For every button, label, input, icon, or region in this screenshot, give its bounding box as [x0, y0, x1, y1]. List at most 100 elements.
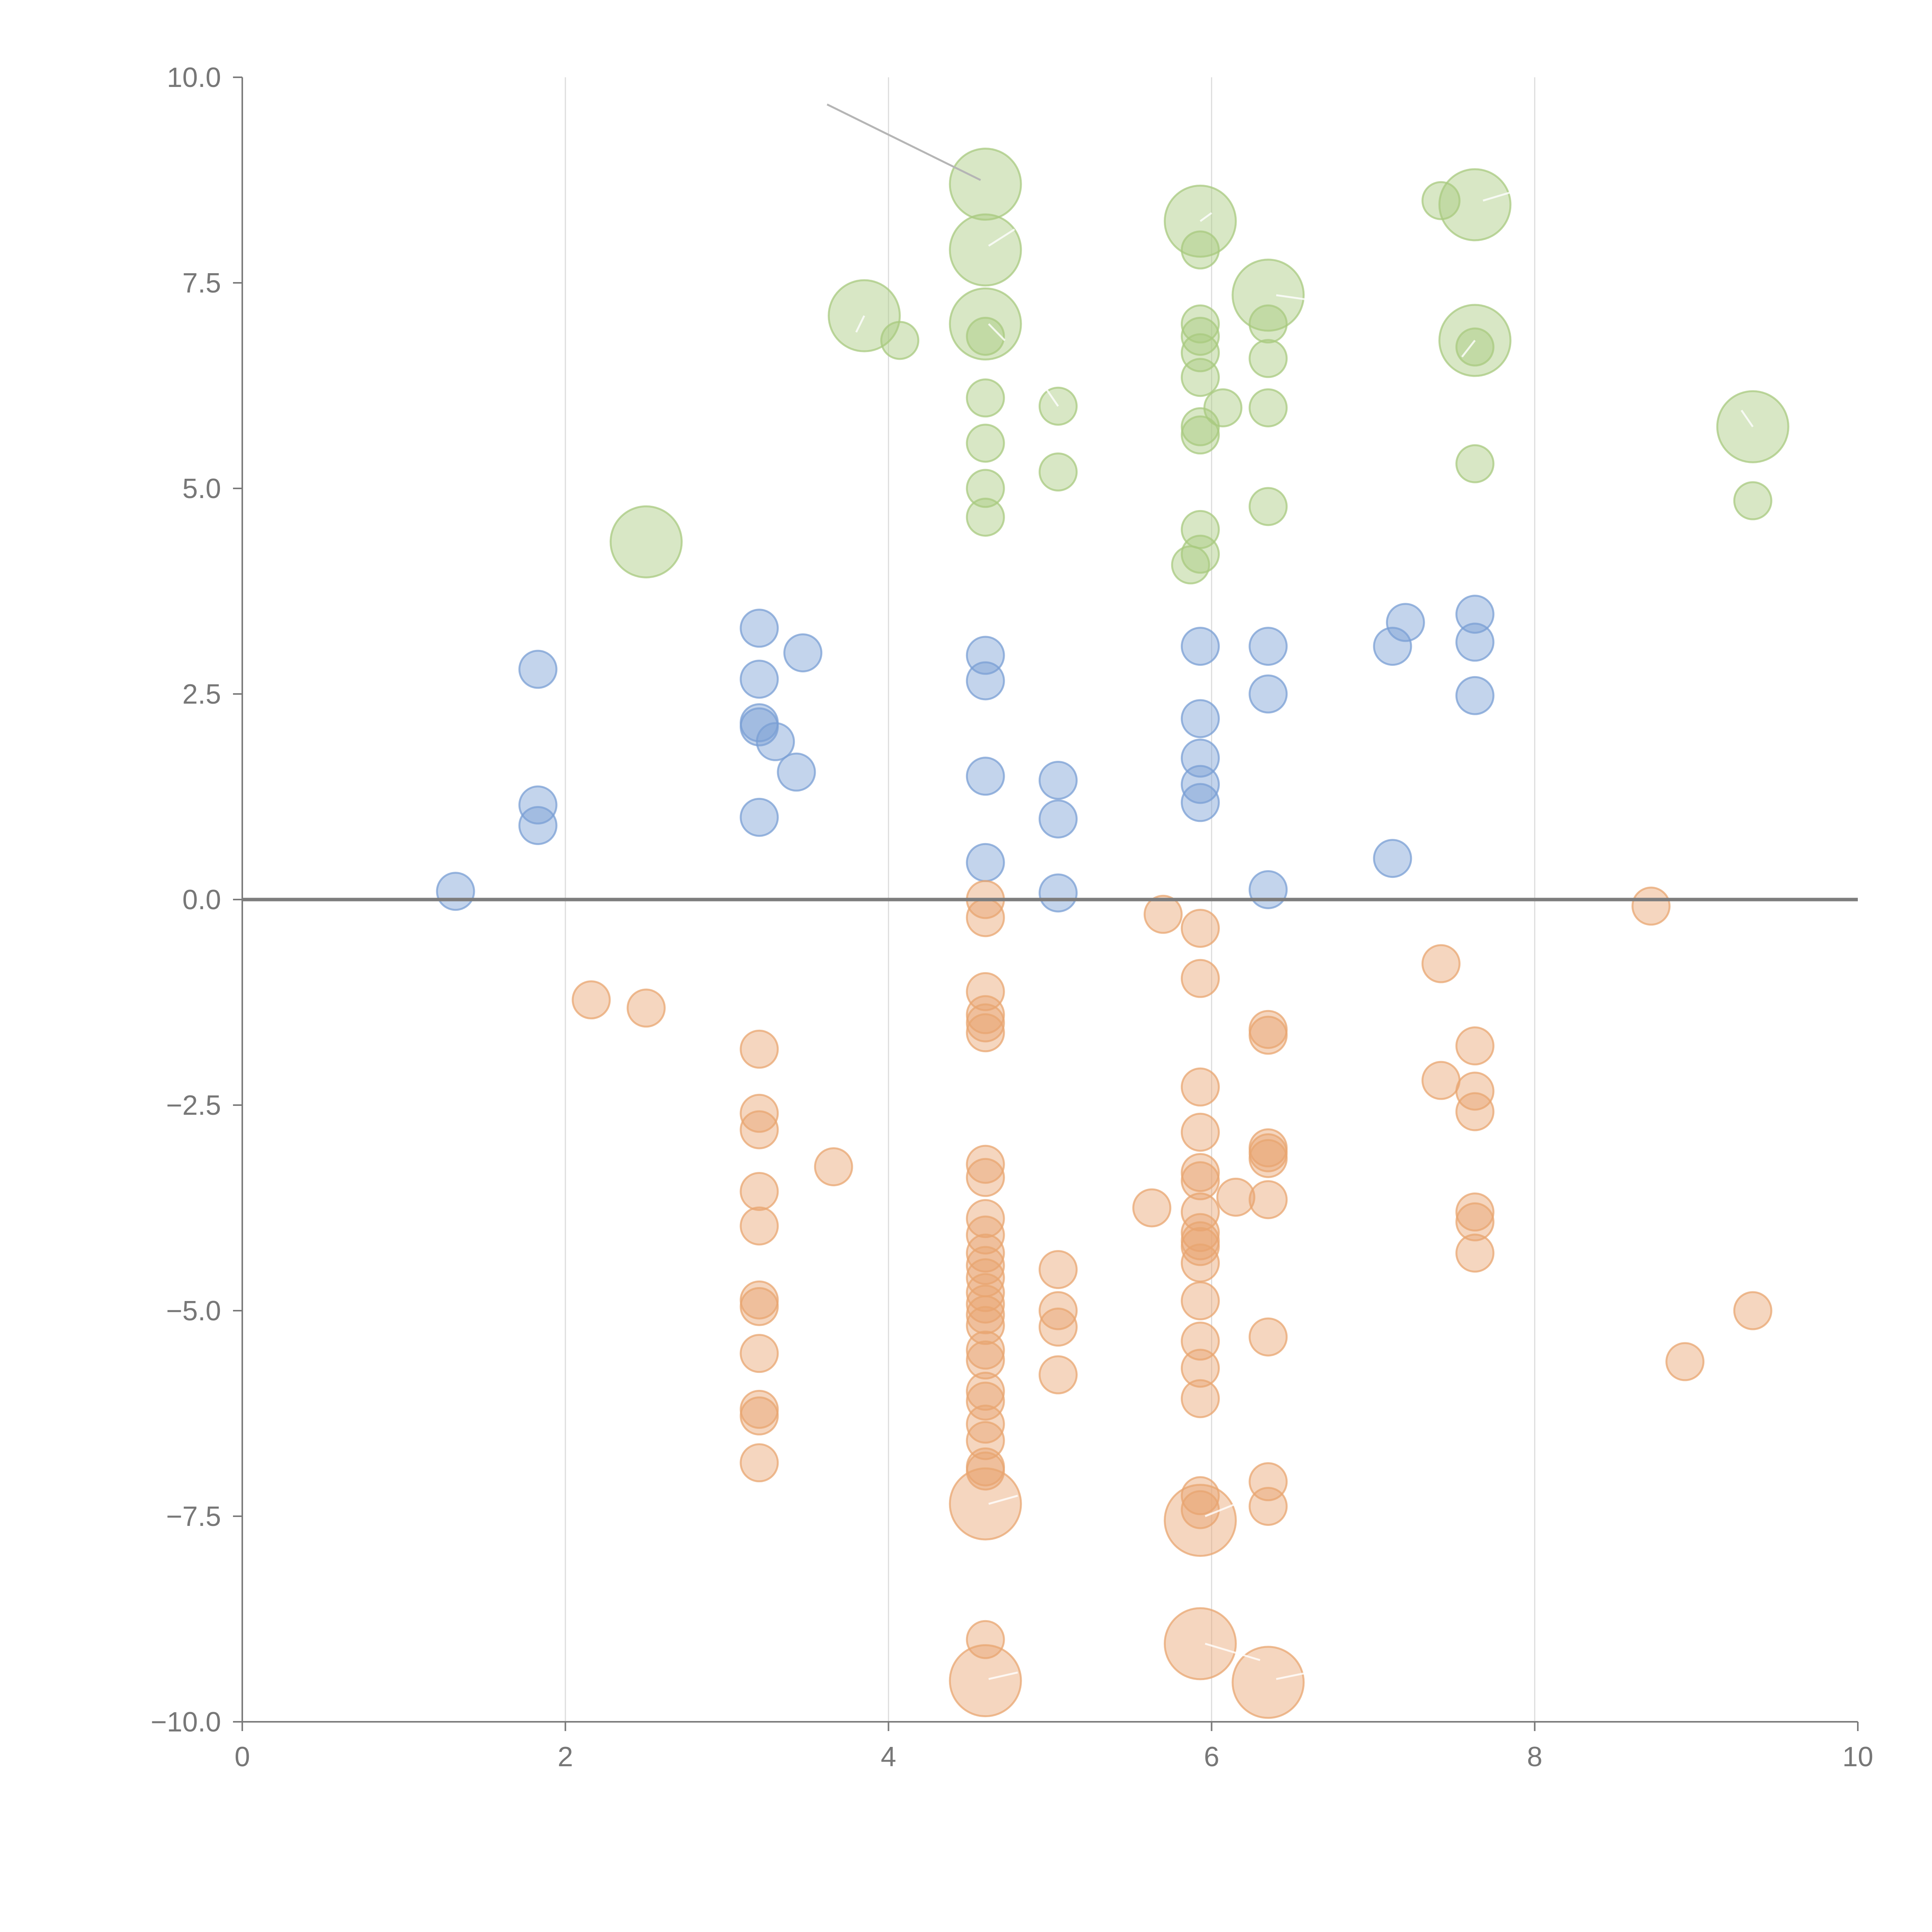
bubble-high[interactable]: [1231, 259, 1305, 332]
bubble-negative[interactable]: [740, 1396, 779, 1435]
bubble-mid[interactable]: [518, 650, 558, 689]
bubble-negative[interactable]: [814, 1147, 853, 1187]
bubble-negative[interactable]: [1163, 1484, 1237, 1557]
bubble-high[interactable]: [1171, 545, 1210, 585]
bubble-high[interactable]: [1180, 358, 1220, 397]
bubble-mid[interactable]: [1455, 595, 1495, 634]
bubble-mid[interactable]: [1038, 873, 1078, 913]
bubble-mid[interactable]: [518, 806, 558, 845]
bubble-negative[interactable]: [966, 1246, 1005, 1285]
bubble-negative[interactable]: [966, 1273, 1005, 1312]
bubble-mid[interactable]: [1180, 783, 1220, 822]
bubble-negative[interactable]: [1163, 1607, 1237, 1680]
bubble-high[interactable]: [1248, 304, 1288, 344]
bubble-mid[interactable]: [1248, 674, 1288, 714]
bubble-negative[interactable]: [1180, 1490, 1220, 1529]
bubble-negative[interactable]: [740, 1094, 779, 1133]
bubble-mid[interactable]: [740, 660, 779, 699]
bubble-mid[interactable]: [1180, 627, 1220, 666]
bubble-negative[interactable]: [1038, 1308, 1078, 1347]
bubble-negative[interactable]: [966, 1381, 1005, 1421]
bubble-mid[interactable]: [1373, 839, 1412, 878]
bubble-high[interactable]: [1180, 230, 1220, 270]
bubble-negative[interactable]: [1455, 1192, 1495, 1232]
bubble-negative[interactable]: [1038, 1291, 1078, 1330]
bubble-high[interactable]: [880, 321, 920, 360]
bubble-negative[interactable]: [571, 980, 611, 1020]
bubble-negative[interactable]: [740, 1443, 779, 1483]
bubble-negative[interactable]: [966, 1284, 1005, 1324]
bubble-negative[interactable]: [1421, 944, 1461, 983]
bubble-negative[interactable]: [1216, 1177, 1255, 1217]
bubble-negative[interactable]: [1180, 1349, 1220, 1388]
bubble-negative[interactable]: [966, 1199, 1005, 1238]
bubble-negative[interactable]: [1248, 1486, 1288, 1526]
bubble-negative[interactable]: [1455, 1233, 1495, 1273]
bubble-negative[interactable]: [740, 1206, 779, 1246]
bubble-mid[interactable]: [1373, 627, 1412, 666]
bubble-negative[interactable]: [966, 1451, 1005, 1491]
bubble-negative[interactable]: [1455, 1071, 1495, 1111]
bubble-negative[interactable]: [1421, 1061, 1461, 1100]
bubble-negative[interactable]: [1180, 1213, 1220, 1252]
bubble-mid[interactable]: [777, 752, 816, 792]
bubble-mid[interactable]: [783, 633, 823, 673]
bubble-negative[interactable]: [966, 1405, 1005, 1444]
bubble-negative[interactable]: [1455, 1092, 1495, 1131]
bubble-negative[interactable]: [966, 1620, 1005, 1659]
bubble-negative[interactable]: [966, 1330, 1005, 1370]
bubble-negative[interactable]: [949, 1644, 1022, 1718]
bubble-high[interactable]: [966, 423, 1005, 463]
bubble-negative[interactable]: [1180, 1112, 1220, 1152]
bubble-negative[interactable]: [1248, 1180, 1288, 1219]
bubble-high[interactable]: [1180, 415, 1220, 455]
bubble-high[interactable]: [1421, 181, 1461, 220]
bubble-mid[interactable]: [518, 785, 558, 825]
bubble-negative[interactable]: [966, 1013, 1005, 1053]
bubble-high[interactable]: [1733, 481, 1772, 520]
bubble-mid[interactable]: [756, 722, 795, 761]
bubble-negative[interactable]: [740, 1172, 779, 1211]
bubble-negative[interactable]: [966, 1003, 1005, 1043]
bubble-negative[interactable]: [1180, 959, 1220, 998]
bubble-negative[interactable]: [1631, 886, 1671, 926]
bubble-negative[interactable]: [966, 898, 1005, 937]
bubble-high[interactable]: [1438, 168, 1512, 242]
bubble-negative[interactable]: [966, 1372, 1005, 1411]
bubble-negative[interactable]: [1733, 1291, 1772, 1330]
bubble-negative[interactable]: [966, 1158, 1005, 1197]
bubble-negative[interactable]: [1248, 1317, 1288, 1357]
bubble-mid[interactable]: [966, 661, 1005, 701]
bubble-negative[interactable]: [1180, 1379, 1220, 1418]
bubble-high[interactable]: [1180, 407, 1220, 446]
bubble-negative[interactable]: [1132, 1188, 1172, 1228]
bubble-mid[interactable]: [1038, 760, 1078, 800]
bubble-negative[interactable]: [1180, 1153, 1220, 1192]
bubble-high[interactable]: [1180, 304, 1220, 344]
bubble-negative[interactable]: [1038, 1355, 1078, 1395]
bubble-high[interactable]: [1248, 339, 1288, 378]
bubble-high[interactable]: [966, 469, 1005, 508]
bubble-mid[interactable]: [1180, 699, 1220, 738]
bubble-high[interactable]: [966, 497, 1005, 537]
bubble-negative[interactable]: [740, 1334, 779, 1373]
bubble-negative[interactable]: [1180, 1227, 1220, 1266]
bubble-negative[interactable]: [1248, 1015, 1288, 1055]
bubble-negative[interactable]: [1180, 1243, 1220, 1283]
bubble-high[interactable]: [1038, 452, 1078, 492]
bubble-high[interactable]: [609, 505, 683, 578]
bubble-mid[interactable]: [966, 757, 1005, 796]
bubble-negative[interactable]: [1180, 908, 1220, 948]
bubble-mid[interactable]: [740, 609, 779, 648]
bubble-negative[interactable]: [1231, 1646, 1305, 1719]
bubble-negative[interactable]: [1038, 1250, 1078, 1289]
bubble-high[interactable]: [949, 213, 1022, 287]
bubble-negative[interactable]: [966, 1295, 1005, 1335]
bubble-mid[interactable]: [1248, 870, 1288, 909]
bubble-high[interactable]: [1455, 444, 1495, 483]
bubble-negative[interactable]: [1180, 1161, 1220, 1201]
bubble-mid[interactable]: [436, 872, 475, 911]
bubble-negative[interactable]: [1180, 1067, 1220, 1107]
bubble-mid[interactable]: [740, 707, 779, 747]
bubble-negative[interactable]: [1665, 1342, 1705, 1381]
